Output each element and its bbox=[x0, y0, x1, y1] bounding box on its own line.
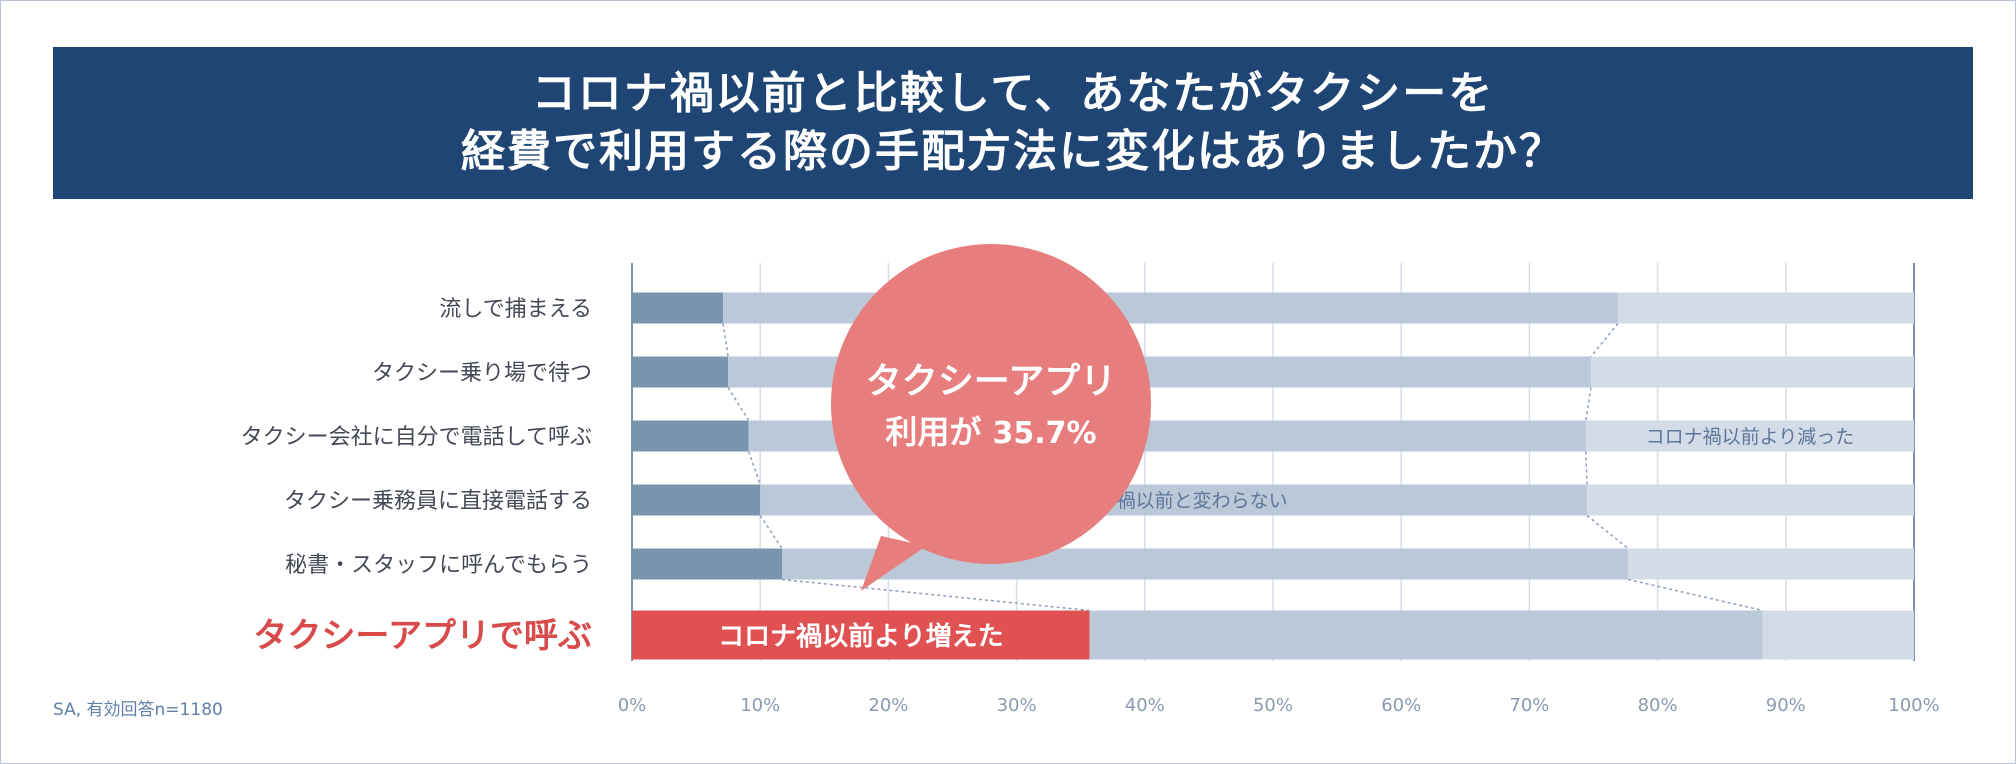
x-tick-label: 100% bbox=[1888, 695, 1939, 716]
connector-line bbox=[1627, 578, 1763, 612]
bar-segment bbox=[781, 548, 1629, 580]
connector-lines bbox=[722, 323, 1763, 612]
bar-segment bbox=[1762, 610, 1914, 660]
connector-line bbox=[747, 451, 761, 485]
bar-segment bbox=[632, 292, 724, 324]
bar-segment bbox=[1585, 420, 1914, 452]
x-tick-label: 50% bbox=[1253, 695, 1293, 716]
x-tick-label: 10% bbox=[740, 695, 780, 716]
title-banner: コロナ禍以前と比較して、あなたがタクシーを 経費で利用する際の手配方法に変化はあ… bbox=[53, 47, 1973, 199]
category-label: 秘書・スタッフに呼んでもらう bbox=[285, 553, 592, 578]
increased-series-label: コロナ禍以前より増えた bbox=[718, 621, 1003, 652]
bar-segment bbox=[632, 610, 1090, 660]
connector-line bbox=[1586, 514, 1629, 550]
x-tick-label: 60% bbox=[1381, 695, 1421, 716]
category-label: タクシー会社に自分で電話して呼ぶ bbox=[241, 425, 592, 450]
category-label: タクシー乗務員に直接電話する bbox=[284, 489, 592, 514]
category-label: 流しで捕まえる bbox=[439, 297, 592, 322]
category-labels: 流しで捕まえるタクシー乗り場で待つタクシー会社に自分で電話して呼ぶタクシー乗務員… bbox=[241, 297, 592, 656]
chart-title-line-2: 経費で利用する際の手配方法に変化はありましたか？ bbox=[461, 126, 1565, 177]
bar-segment bbox=[1590, 356, 1914, 388]
callout-text-line-2: 利用が 35.7% bbox=[885, 413, 1096, 451]
connector-line bbox=[759, 515, 783, 549]
connector-line bbox=[1585, 387, 1592, 421]
connector-line bbox=[781, 578, 1090, 612]
callout-tail bbox=[861, 536, 926, 591]
callout-value: 35.7% bbox=[993, 416, 1097, 451]
connector-line bbox=[1585, 451, 1588, 485]
bar-segment bbox=[1628, 548, 1914, 580]
x-tick-label: 40% bbox=[1125, 695, 1165, 716]
callout-prefix: 利用が bbox=[885, 413, 992, 451]
connector-line bbox=[1590, 323, 1619, 357]
category-label: タクシーアプリで呼ぶ bbox=[253, 616, 592, 656]
x-tick-label: 30% bbox=[997, 695, 1037, 716]
decreased-series-label: コロナ禍以前より減った bbox=[1646, 426, 1855, 448]
connector-line bbox=[727, 387, 750, 421]
sample-note: SA, 有効回答n=1180 bbox=[53, 700, 223, 720]
callout-circle bbox=[831, 244, 1151, 564]
chart-title-line-1: コロナ禍以前と比較して、あなたがタクシーを bbox=[531, 68, 1495, 119]
bar-segment bbox=[632, 484, 761, 516]
bar-segment bbox=[632, 420, 749, 452]
bar-segment bbox=[1617, 292, 1914, 324]
callout-text-line-1: タクシーアプリ bbox=[866, 361, 1117, 402]
x-tick-labels: 0% 10% 20% 30% 40% 50% 60% 70% 80% 90% 100% bbox=[618, 695, 1940, 716]
x-tick-label: 20% bbox=[868, 695, 908, 716]
bar-segment bbox=[1587, 484, 1914, 516]
x-tick-label: 70% bbox=[1509, 695, 1549, 716]
x-tick-label: 0% bbox=[618, 695, 647, 716]
bar-segment bbox=[1089, 610, 1763, 660]
connector-line bbox=[722, 323, 729, 357]
category-label: タクシー乗り場で待つ bbox=[372, 361, 592, 386]
x-tick-label: 80% bbox=[1638, 695, 1678, 716]
bar-segment bbox=[632, 356, 729, 388]
x-tick-label: 90% bbox=[1766, 695, 1806, 716]
bar-segment bbox=[632, 548, 782, 580]
